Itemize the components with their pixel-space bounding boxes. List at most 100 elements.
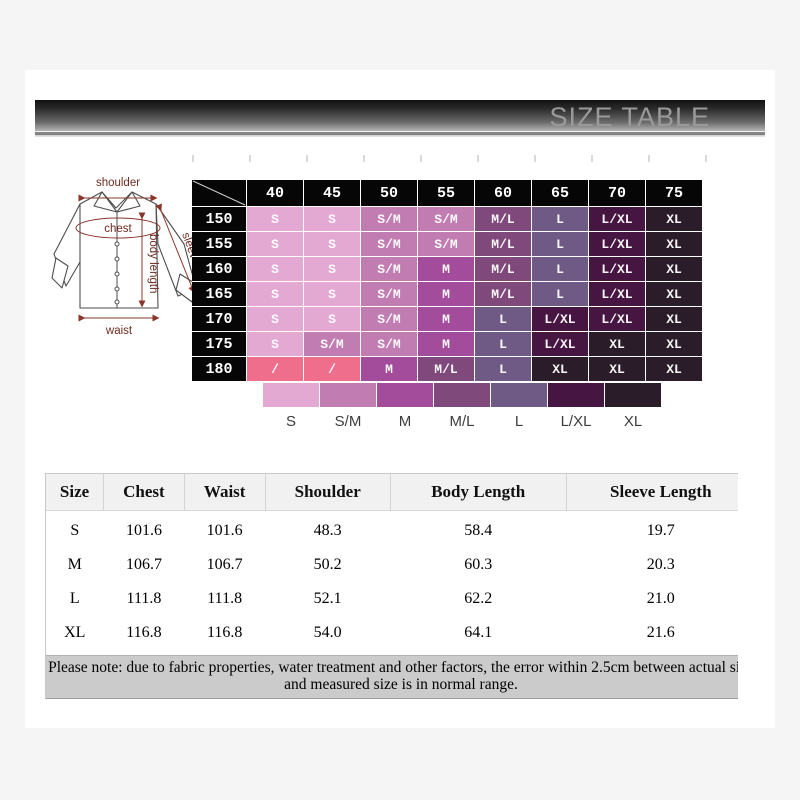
matrix-cell: M/L: [475, 257, 531, 281]
matrix-cell: S/M: [418, 207, 474, 231]
matrix-row-header: 165: [192, 282, 246, 306]
note-box: Please note: due to fabric properties, w…: [46, 655, 738, 699]
matrix-cell: L: [475, 307, 531, 331]
matrix-cell: M/L: [475, 232, 531, 256]
table-cell: 60.3: [464, 556, 493, 573]
matrix-cell: S: [304, 307, 360, 331]
label-waist: waist: [105, 325, 133, 337]
legend-swatch: [548, 383, 604, 407]
matrix-row-header: 160: [192, 257, 246, 281]
size-legend: S S/M M M/L L L/XL XL: [263, 383, 661, 430]
matrix-cell: XL: [646, 332, 702, 356]
matrix-row-header: 180: [192, 357, 246, 381]
shirt-left-cuff: [51, 257, 69, 289]
matrix-column-header: 45: [304, 180, 360, 206]
label-chest: chest: [104, 223, 132, 235]
legend-swatch: [491, 383, 547, 407]
matrix-cell: XL: [532, 357, 588, 381]
matrix-cell: M: [418, 257, 474, 281]
matrix-cell: S/M: [418, 232, 474, 256]
measurement-table-header: Body Length: [390, 474, 567, 511]
table-cell: 50.2: [313, 556, 342, 573]
measurement-table: Size Chest Waist Shoulder Body Length Sleeve …: [46, 474, 738, 650]
table-cell: 111.8: [126, 590, 162, 607]
legend-swatch: [434, 383, 490, 407]
note-line-2: and measured size is in normal range.: [284, 676, 518, 693]
matrix-cell: L/XL: [589, 232, 645, 256]
shirt-measurement-diagram: shoulder chest body length sleeve waist: [51, 177, 202, 337]
matrix-cell: S: [304, 257, 360, 281]
label-shoulder: shoulder: [96, 177, 140, 189]
matrix-cell: L/XL: [589, 207, 645, 231]
matrix-row-header: 150: [192, 207, 246, 231]
axis-tick: [648, 155, 650, 162]
matrix-cell: XL: [646, 207, 702, 231]
legend-swatch: [377, 383, 433, 407]
table-cell: 21.6: [646, 624, 675, 641]
matrix-cell: XL: [646, 282, 702, 306]
matrix-cell: L: [475, 357, 531, 381]
matrix-cell: XL: [589, 357, 645, 381]
matrix-cell: S/M: [361, 207, 417, 231]
table-cell: 62.2: [464, 590, 493, 607]
legend-swatches: [263, 383, 661, 407]
table-cell: 116.8: [206, 624, 243, 641]
table-cell: 58.4: [464, 522, 493, 539]
matrix-cell: M/L: [475, 207, 531, 231]
label-body-length: body length: [147, 234, 159, 293]
title-banner: SIZE TABLE: [35, 100, 765, 137]
axis-tick: [591, 155, 593, 162]
axis-tick: [249, 155, 251, 162]
matrix-cell: XL: [646, 357, 702, 381]
page-title: SIZE TABLE: [549, 102, 710, 132]
matrix-cell: S: [304, 232, 360, 256]
matrix-cell: S: [304, 207, 360, 231]
shirt-buttons: [114, 241, 120, 305]
table-cell: 48.3: [313, 522, 342, 539]
matrix-cell: M: [418, 307, 474, 331]
table-cell: 101.6: [125, 522, 162, 539]
matrix-cell: L/XL: [589, 307, 645, 331]
legend-label: M: [398, 413, 412, 430]
matrix-cell: M/L: [418, 357, 474, 381]
matrix-cell: L: [532, 232, 588, 256]
matrix-cell: S/M: [361, 307, 417, 331]
matrix-cell: S: [247, 257, 303, 281]
matrix-cell: L: [475, 332, 531, 356]
matrix-column-header: 50: [361, 180, 417, 206]
matrix-cell: XL: [589, 332, 645, 356]
matrix-cell: /: [247, 357, 303, 381]
table-cell: 101.6: [206, 522, 243, 539]
measurement-table-header: Size: [46, 474, 105, 511]
legend-swatch: [263, 383, 319, 407]
table-row: L 111.8 111.8 52.1 62.2 21.0: [46, 582, 738, 616]
table-cell: 116.8: [126, 624, 162, 641]
matrix-cell: S/M: [361, 257, 417, 281]
table-cell: L: [69, 590, 80, 607]
axis-tick: [363, 155, 365, 162]
matrix-column-header: 75: [646, 180, 702, 206]
axis-tick: [192, 155, 194, 162]
matrix-cell: L: [532, 282, 588, 306]
axis-tick: [534, 155, 536, 162]
measurement-table-header: Chest: [103, 474, 185, 511]
matrix-row-header: 170: [192, 307, 246, 331]
matrix-cell: S: [247, 207, 303, 231]
matrix-row-header: 175: [192, 332, 246, 356]
note-line-1: Please note: due to fabric properties, w…: [48, 659, 738, 676]
axis-tick: [705, 155, 707, 162]
matrix-column-header: 60: [475, 180, 531, 206]
legend-label: M/L: [449, 413, 475, 430]
table-row: XL 116.8 116.8 54.0 64.1 21.6: [46, 616, 738, 650]
table-row: S 101.6 101.6 48.3 58.4 19.7: [46, 511, 738, 549]
matrix-cell: S/M: [361, 232, 417, 256]
matrix-cell: S/M: [361, 282, 417, 306]
table-cell: 52.1: [313, 590, 342, 607]
measurement-table-header: Shoulder: [265, 474, 391, 511]
legend-label: XL: [623, 413, 643, 430]
matrix-cell: S: [247, 307, 303, 331]
legend-label: S/M: [334, 413, 362, 430]
matrix-column-header: 70: [589, 180, 645, 206]
axis-tick: [306, 155, 308, 162]
